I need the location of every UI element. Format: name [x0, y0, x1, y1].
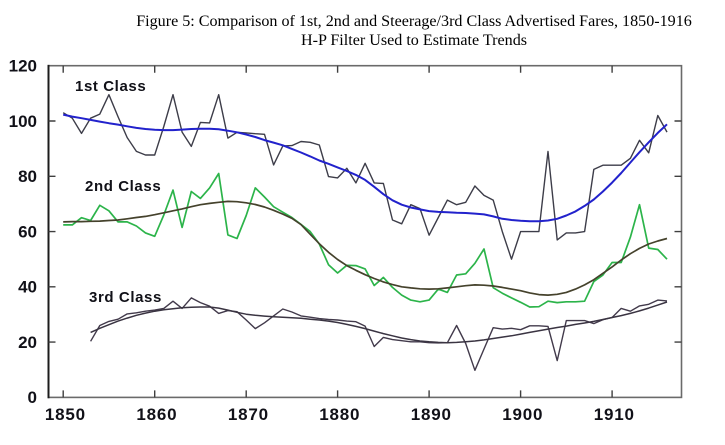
svg-text:0: 0 [28, 388, 37, 407]
svg-text:80: 80 [18, 167, 37, 186]
svg-text:1900: 1900 [502, 405, 543, 424]
svg-text:1860: 1860 [136, 405, 177, 424]
svg-text:1870: 1870 [228, 405, 269, 424]
svg-text:40: 40 [18, 278, 37, 297]
svg-text:60: 60 [18, 222, 37, 241]
svg-text:H-P Filter Used to Estimate Tr: H-P Filter Used to Estimate Trends [301, 32, 527, 49]
svg-text:100: 100 [9, 112, 37, 131]
svg-text:3rd Class: 3rd Class [89, 289, 162, 306]
svg-text:1890: 1890 [411, 405, 452, 424]
svg-text:1910: 1910 [594, 405, 635, 424]
svg-text:1880: 1880 [319, 405, 360, 424]
svg-text:20: 20 [18, 333, 37, 352]
svg-text:Figure 5: Comparison of 1st, 2: Figure 5: Comparison of 1st, 2nd and Ste… [136, 13, 692, 30]
svg-text:1st Class: 1st Class [75, 78, 146, 95]
svg-text:2nd Class: 2nd Class [85, 178, 161, 195]
svg-text:120: 120 [9, 57, 37, 76]
svg-text:1850: 1850 [45, 405, 86, 424]
